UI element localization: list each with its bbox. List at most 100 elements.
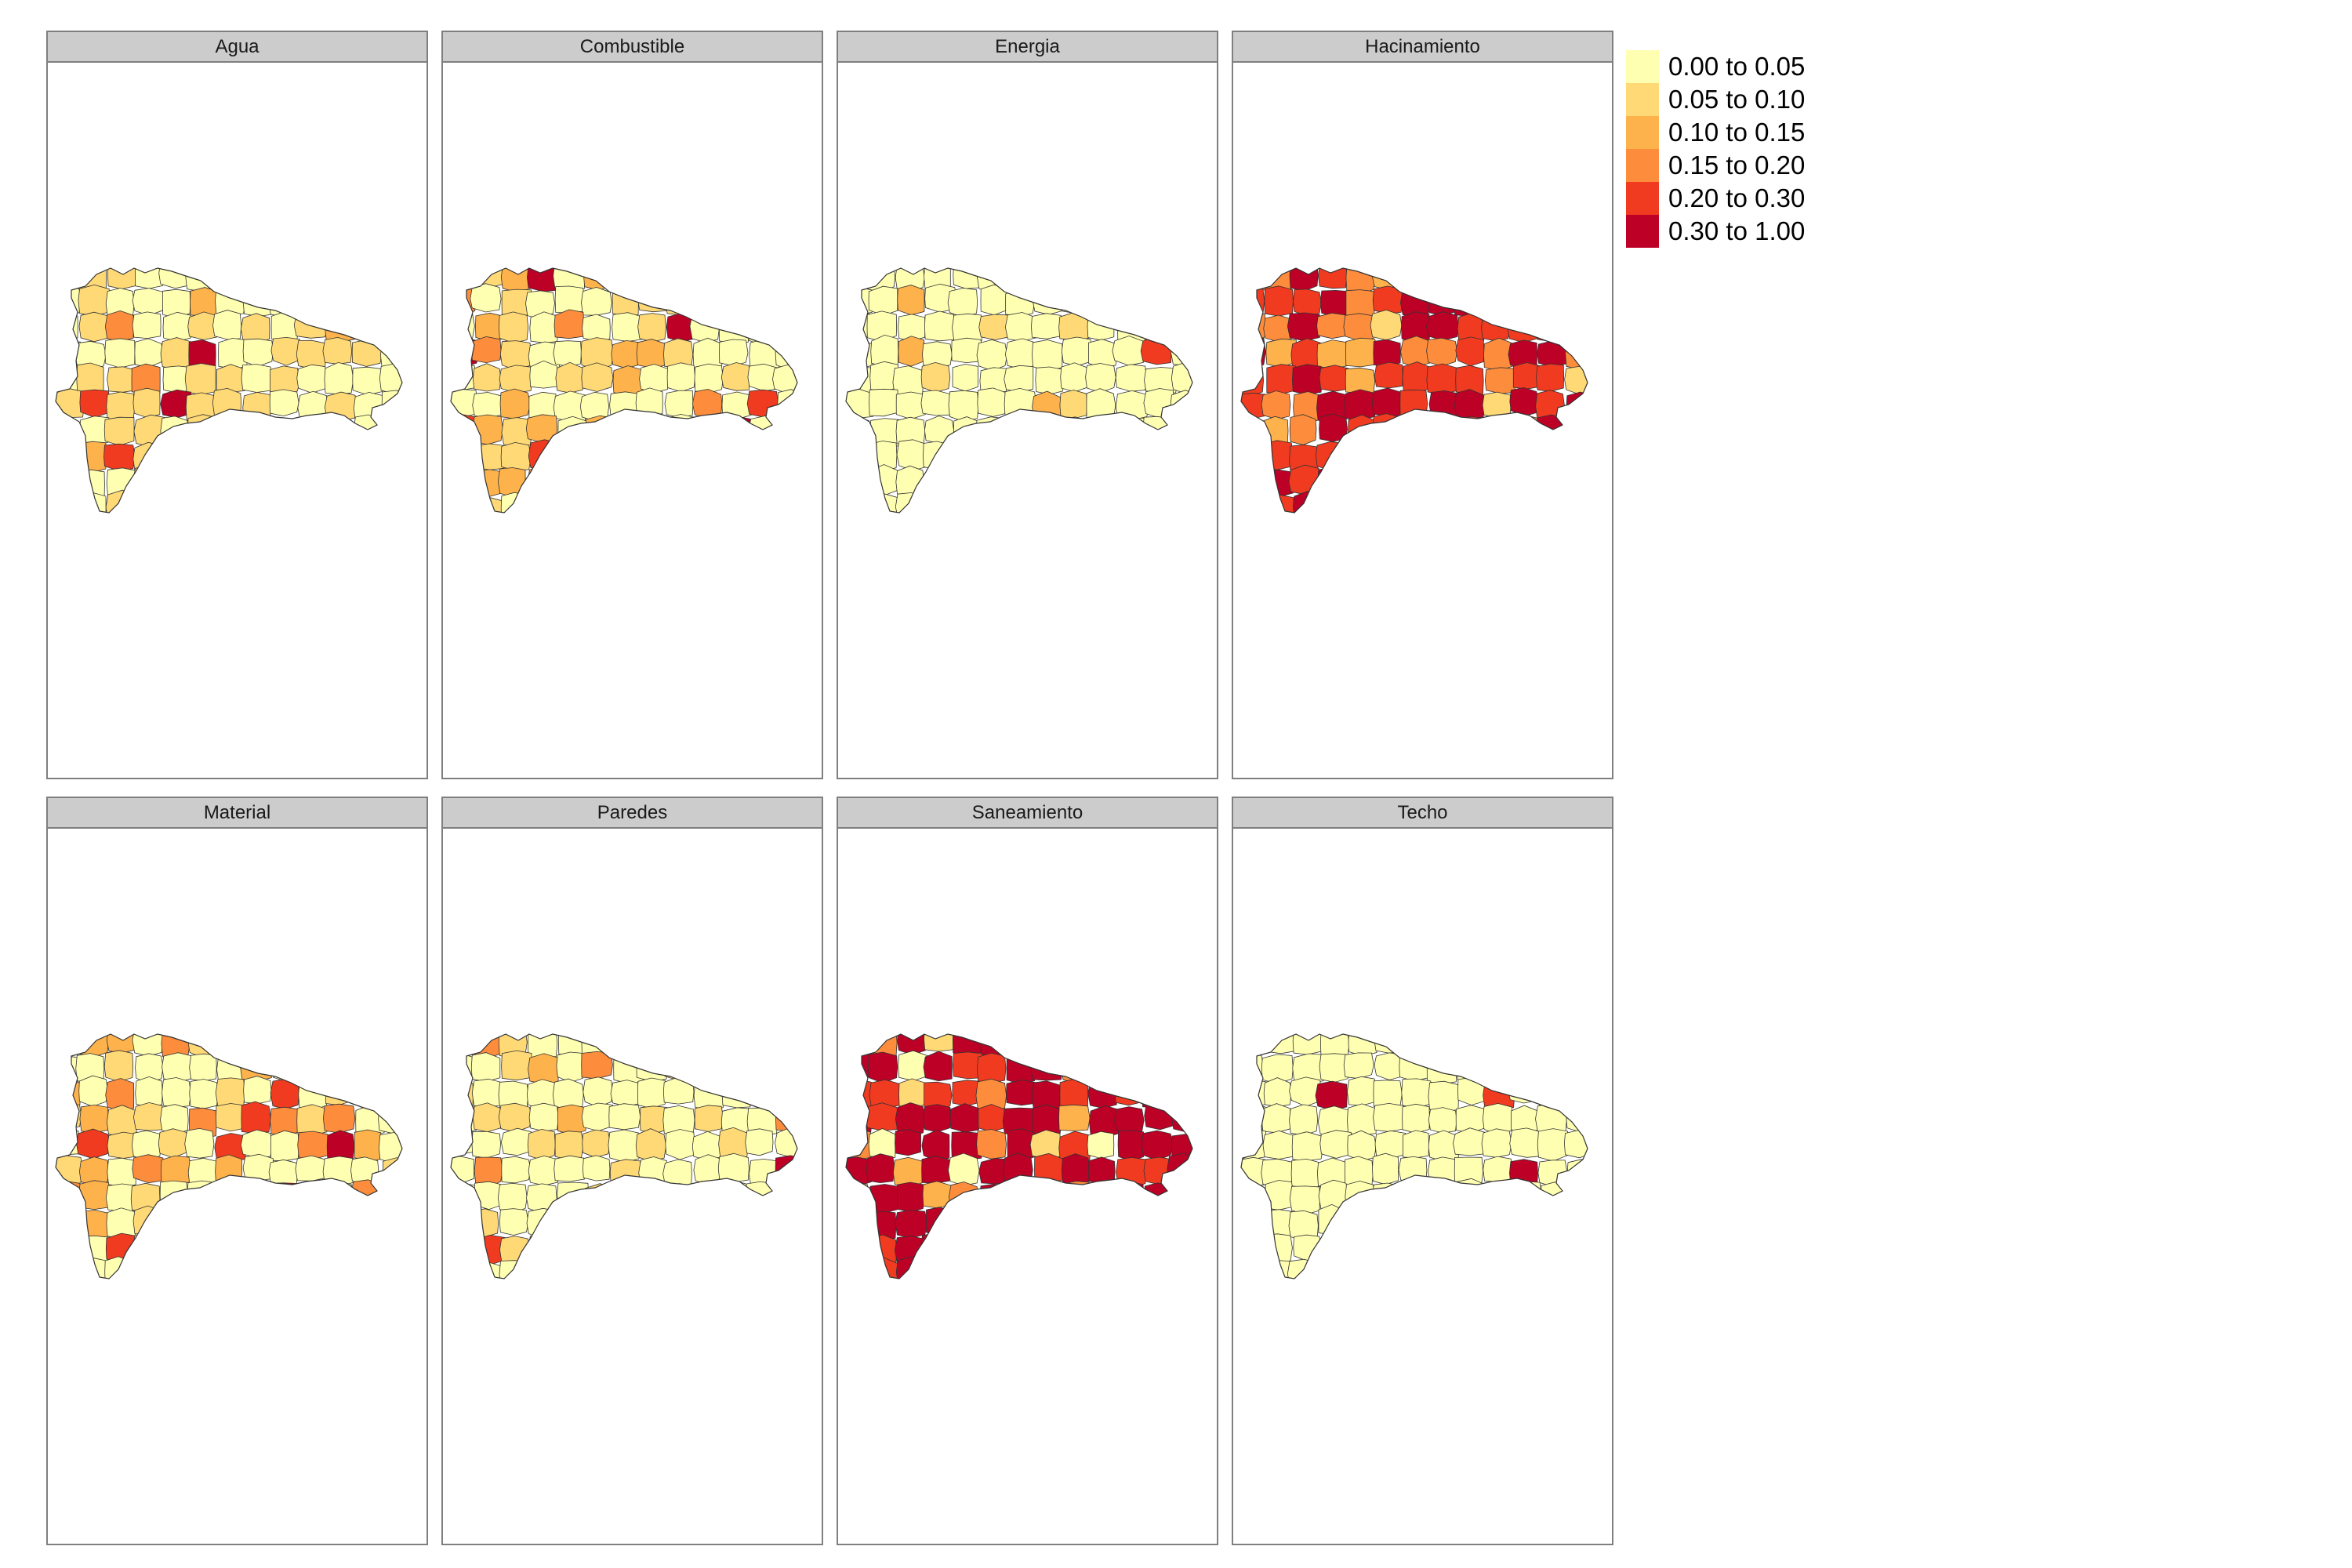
municipality-region <box>474 1156 503 1188</box>
municipality-region <box>1006 268 1036 289</box>
municipality-region <box>775 287 797 317</box>
municipality-region <box>501 1050 533 1081</box>
municipality-region <box>1315 1080 1348 1111</box>
municipality-region <box>1318 1235 1349 1262</box>
municipality-region <box>1373 1102 1404 1132</box>
municipality-region <box>1345 337 1378 368</box>
municipality-region <box>1060 362 1090 393</box>
municipality-region <box>579 466 612 495</box>
municipality-region <box>527 1128 556 1160</box>
municipality-region <box>56 1129 81 1156</box>
municipality-region <box>895 391 928 420</box>
municipality-region <box>159 1180 189 1208</box>
municipality-region <box>721 1209 753 1239</box>
municipality-region <box>1241 445 1267 473</box>
municipality-region <box>1112 1234 1142 1269</box>
municipality-region <box>846 495 870 513</box>
municipality-region <box>1084 1234 1116 1266</box>
municipality-region <box>1537 340 1569 368</box>
municipality-region <box>1029 1185 1062 1217</box>
municipality-region <box>132 311 162 339</box>
municipality-region <box>1061 1053 1093 1084</box>
municipality-region <box>694 363 724 394</box>
municipality-region <box>552 1261 584 1279</box>
municipality-region <box>635 268 666 290</box>
municipality-region <box>1425 1232 1457 1265</box>
municipality-region <box>1261 1054 1294 1084</box>
municipality-region <box>1564 495 1588 513</box>
municipality-region <box>212 492 244 513</box>
municipality-region <box>774 1207 797 1237</box>
municipality-region <box>947 288 978 318</box>
municipality-region <box>217 1230 249 1260</box>
legend-item: 0.20 to 0.30 <box>1626 182 1805 215</box>
municipality-region <box>1483 1156 1514 1182</box>
municipality-region <box>1058 1257 1091 1279</box>
municipality-region <box>1317 466 1349 495</box>
municipality-region <box>582 1233 611 1264</box>
municipality-region <box>635 1034 667 1057</box>
municipality-region <box>242 268 274 291</box>
municipality-region <box>975 1078 1007 1112</box>
municipality-region <box>1262 494 1296 513</box>
municipality-region <box>1112 495 1142 513</box>
municipality-region <box>451 443 479 475</box>
municipality-region <box>638 1204 670 1236</box>
municipality-region <box>1140 469 1172 501</box>
legend-swatch <box>1626 116 1659 149</box>
municipality-region <box>270 268 302 290</box>
municipality-region <box>866 1153 895 1184</box>
municipality-region <box>1426 311 1459 341</box>
panel-title: Agua <box>48 32 426 63</box>
municipality-region <box>720 1034 751 1056</box>
municipality-region <box>1345 492 1379 513</box>
municipality-region <box>775 1102 797 1132</box>
municipality-region <box>1114 466 1147 495</box>
choropleth-svg <box>450 267 798 514</box>
municipality-region <box>583 442 616 477</box>
municipality-region <box>608 1129 641 1163</box>
municipality-region <box>78 441 107 474</box>
municipality-region <box>1479 1208 1512 1237</box>
municipality-region <box>1479 492 1512 513</box>
municipality-region <box>56 1260 80 1279</box>
municipality-region <box>612 491 644 513</box>
municipality-region <box>1115 1077 1144 1106</box>
municipality-region <box>1537 465 1566 495</box>
municipality-region <box>243 1076 272 1105</box>
municipality-region <box>499 1260 530 1279</box>
municipality-region <box>1087 1131 1115 1160</box>
municipality-region <box>1431 491 1462 513</box>
municipality-region <box>325 441 358 474</box>
municipality-region <box>1261 416 1289 445</box>
municipality-region <box>78 1075 109 1107</box>
municipality-region <box>1316 441 1347 471</box>
municipality-region <box>1398 466 1429 495</box>
municipality-region <box>978 1104 1007 1132</box>
municipality-region <box>846 468 869 497</box>
municipality-region <box>1370 309 1403 341</box>
municipality-region <box>1170 1209 1192 1241</box>
municipality-region <box>611 416 641 445</box>
municipality-region <box>1484 367 1516 394</box>
municipality-region <box>471 1131 502 1159</box>
map-panel-agua: Agua <box>46 31 428 779</box>
municipality-region <box>107 1157 136 1189</box>
municipality-region <box>1088 1260 1117 1279</box>
municipality-region <box>186 1180 219 1210</box>
municipality-region <box>1002 1152 1033 1187</box>
municipality-region <box>1056 1034 1088 1057</box>
municipality-region <box>1318 1203 1348 1236</box>
municipality-region <box>472 414 504 445</box>
municipality-region <box>1031 313 1063 339</box>
municipality-region <box>557 1181 590 1209</box>
municipality-region <box>773 268 797 292</box>
municipality-region <box>665 1209 695 1238</box>
municipality-region <box>1288 464 1320 495</box>
municipality-region <box>1004 387 1037 419</box>
municipality-region <box>922 341 953 368</box>
municipality-region <box>56 416 78 448</box>
municipality-region <box>745 268 774 290</box>
municipality-region <box>132 1154 166 1184</box>
municipality-region <box>1058 1104 1091 1131</box>
